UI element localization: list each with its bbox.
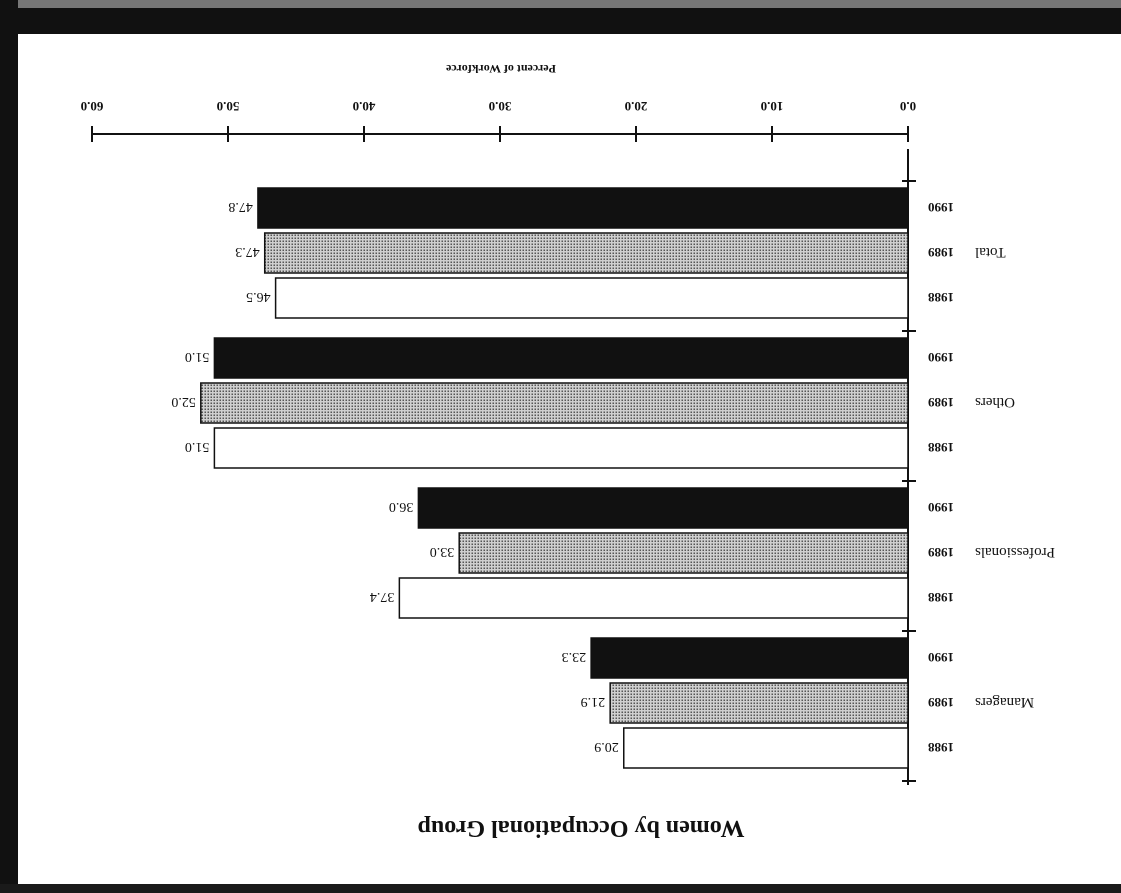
value-axis-tick-label: 30.0: [489, 99, 512, 114]
value-axis-tick-label: 50.0: [217, 99, 240, 114]
series-year-label: 1990: [928, 500, 954, 515]
series-year-label: 1988: [928, 290, 955, 305]
bar-professionals-1988: [398, 577, 909, 619]
bar-value-label: 46.5: [246, 289, 271, 304]
series-year-label: 1989: [928, 245, 955, 260]
series-year-label: 1990: [928, 200, 954, 215]
bar-value-label: 20.9: [594, 739, 619, 754]
series-year-label: 1989: [928, 695, 955, 710]
series-year-label: 1989: [928, 395, 955, 410]
bar-others-1988: [213, 427, 909, 469]
series-year-label: 1988: [928, 740, 955, 755]
category-label-others: Others: [975, 394, 1015, 410]
bar-managers-1990: [590, 637, 909, 679]
chart-title: Women by Occupational Group: [418, 815, 745, 841]
category-label-professionals: Professionals: [975, 544, 1055, 560]
bar-value-label: 33.0: [430, 544, 455, 559]
bar-value-label: 37.4: [370, 589, 395, 604]
value-axis-tick-label: 0.0: [900, 99, 916, 114]
bar-others-1990: [213, 337, 909, 379]
category-label-total: Total: [975, 244, 1006, 260]
value-axis-tick-label: 40.0: [353, 99, 376, 114]
scan-border-bottom: [0, 884, 1121, 893]
series-year-label: 1989: [928, 545, 955, 560]
series-year-label: 1988: [928, 440, 955, 455]
bar-professionals-1990: [417, 487, 909, 529]
bar-professionals-1989: [458, 532, 909, 574]
series-year-label: 1990: [928, 650, 954, 665]
category-label-managers: Managers: [975, 694, 1034, 710]
bar-value-label: 47.3: [235, 244, 260, 259]
bar-value-label: 51.0: [185, 439, 210, 454]
scan-border-left: [0, 0, 18, 893]
bar-layer: [200, 187, 909, 769]
series-year-label: 1990: [928, 350, 954, 365]
bar-total-1988: [274, 277, 909, 319]
label-layer: 20.9 1988 21.9 1989 23.3 1990 Managers 37.4 1988…: [171, 199, 1055, 755]
x-axis-title: Percent of Workforce: [445, 62, 556, 76]
value-axis-tick-label: 60.0: [81, 99, 104, 114]
bar-value-label: 36.0: [389, 499, 414, 514]
bar-value-label: 47.8: [228, 199, 253, 214]
bar-value-label: 21.9: [581, 694, 606, 709]
series-year-label: 1988: [928, 590, 955, 605]
value-axis-tick-label: 10.0: [761, 99, 784, 114]
bar-others-1989: [200, 382, 909, 424]
value-axis-tick-label: 20.0: [625, 99, 648, 114]
bar-total-1989: [263, 232, 909, 274]
bar-managers-1988: [623, 727, 909, 769]
bar-total-1990: [257, 187, 909, 229]
scan-border-top-strip: [0, 0, 1121, 8]
bar-value-label: 23.3: [562, 649, 587, 664]
bar-value-label: 52.0: [171, 394, 196, 409]
bar-managers-1989: [609, 682, 909, 724]
bar-value-label: 51.0: [185, 349, 210, 364]
